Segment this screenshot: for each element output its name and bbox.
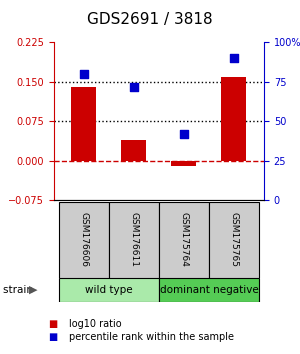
Point [132,84,136,90]
Text: strain: strain [3,285,36,295]
Bar [221,76,247,161]
Bar [71,87,97,161]
Text: ▶: ▶ [28,285,37,295]
Bar [122,139,146,161]
Bar [59,202,109,278]
Bar [159,278,259,302]
Text: GSM175765: GSM175765 [230,212,238,267]
Text: GDS2691 / 3818: GDS2691 / 3818 [87,12,213,27]
Text: wild type: wild type [85,285,133,295]
Text: GSM176611: GSM176611 [130,212,139,267]
Point [82,71,86,77]
Bar [172,161,197,166]
Bar [159,202,209,278]
Point [182,131,186,137]
Bar [109,202,159,278]
Text: GSM176606: GSM176606 [80,212,88,267]
Point [232,55,236,61]
Text: GSM175764: GSM175764 [179,212,188,267]
Text: ■: ■ [48,332,57,342]
Text: dominant negative: dominant negative [160,285,258,295]
Text: log10 ratio: log10 ratio [69,319,122,329]
Text: percentile rank within the sample: percentile rank within the sample [69,332,234,342]
Text: ■: ■ [48,319,57,329]
Bar [59,278,159,302]
Bar [209,202,259,278]
